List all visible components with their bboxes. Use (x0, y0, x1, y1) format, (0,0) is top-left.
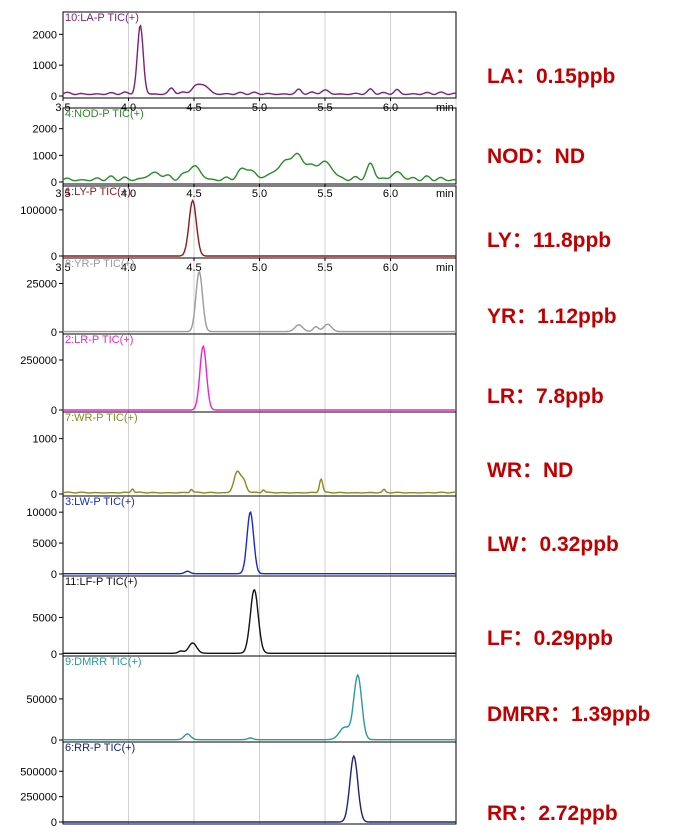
panel-label-3: 8:YR-P TIC(+) (65, 258, 135, 270)
y-tick-label-4-0: 0 (51, 405, 57, 417)
result-text-5: WR：ND (487, 459, 574, 482)
y-tick-label-2-0: 0 (51, 251, 57, 263)
result-text-8: DMRR：1.39ppb (487, 703, 651, 726)
x-tick-label-1-1: 4.0 (121, 188, 136, 200)
y-tick-label-6-0: 0 (51, 569, 57, 581)
y-tick-label-0-0: 0 (51, 91, 57, 103)
y-tick-label-3-0: 0 (51, 327, 57, 339)
panel-label-5: 7:WR-P TIC(+) (65, 412, 138, 424)
result-text-1: NOD：ND (487, 145, 585, 168)
panel-label-1: 4:NOD-P TIC(+) (65, 108, 144, 120)
y-tick-label-1-2: 2000 (33, 124, 57, 136)
y-tick-label-9-1: 250000 (20, 792, 57, 804)
x-unit-label-2: min (436, 262, 454, 274)
result-text-0: LA：0.15ppb (487, 65, 616, 88)
result-text-9: RR：2.72ppb (487, 802, 618, 825)
trace-8 (63, 673, 456, 741)
y-tick-label-0-1: 1000 (33, 60, 57, 72)
x-tick-label-1-4: 5.5 (317, 188, 332, 200)
x-tick-label-2-2: 4.5 (186, 262, 201, 274)
panel-label-8: 9:DMRR TIC(+) (65, 656, 142, 668)
y-tick-label-3-1: 25000 (26, 279, 57, 291)
trace-9 (63, 754, 456, 823)
y-tick-label-7-1: 5000 (33, 612, 57, 624)
trace-4 (63, 344, 456, 411)
x-unit-label-1: min (436, 188, 454, 200)
y-tick-label-6-1: 5000 (33, 538, 57, 550)
panel-label-0: 10:LA-P TIC(+) (65, 12, 139, 24)
y-tick-label-7-0: 0 (51, 649, 57, 661)
panel-label-9: 6:RR-P TIC(+) (65, 742, 135, 754)
panel-frame-9 (62, 741, 457, 825)
x-tick-label-2-5: 6.0 (383, 262, 398, 274)
y-tick-label-8-0: 0 (51, 735, 57, 747)
y-tick-label-6-2: 10000 (26, 507, 57, 519)
y-tick-label-1-0: 0 (51, 177, 57, 189)
x-tick-label-2-4: 5.5 (317, 262, 332, 274)
panel-label-7: 11:LF-P TIC(+) (65, 576, 137, 588)
y-tick-label-9-2: 500000 (20, 766, 57, 778)
result-text-4: LR：7.8ppb (487, 385, 604, 408)
panel-label-4: 2:LR-P TIC(+) (65, 334, 133, 346)
y-tick-label-9-0: 0 (51, 817, 57, 829)
y-tick-label-2-1: 100000 (20, 205, 57, 217)
result-text-6: LW：0.32ppb (487, 533, 619, 556)
trace-7 (63, 588, 456, 654)
x-tick-label-2-1: 4.0 (121, 262, 136, 274)
x-tick-label-1-3: 5.0 (252, 188, 267, 200)
trace-0 (62, 24, 457, 96)
panel-label-2: 1:LY-P TIC(+) (65, 186, 131, 198)
panel-label-6: 3:LW-P TIC(+) (65, 496, 135, 508)
result-text-2: LY：11.8ppb (487, 229, 612, 252)
result-text-3: YR：1.12ppb (487, 305, 617, 328)
trace-3 (63, 270, 456, 333)
y-tick-label-5-1: 1000 (33, 434, 57, 446)
y-tick-label-8-1: 50000 (26, 694, 57, 706)
trace-6 (63, 510, 456, 575)
y-tick-label-0-2: 2000 (33, 29, 57, 41)
trace-5 (62, 470, 456, 494)
y-tick-label-5-0: 0 (51, 489, 57, 501)
trace-1 (62, 152, 457, 182)
result-text-7: LF：0.29ppb (487, 627, 614, 650)
y-tick-label-1-1: 1000 (33, 150, 57, 162)
trace-2 (63, 199, 456, 257)
x-tick-label-1-2: 4.5 (186, 188, 201, 200)
x-tick-label-2-3: 5.0 (252, 262, 267, 274)
y-tick-label-4-1: 250000 (20, 355, 57, 367)
x-tick-label-1-5: 6.0 (383, 188, 398, 200)
